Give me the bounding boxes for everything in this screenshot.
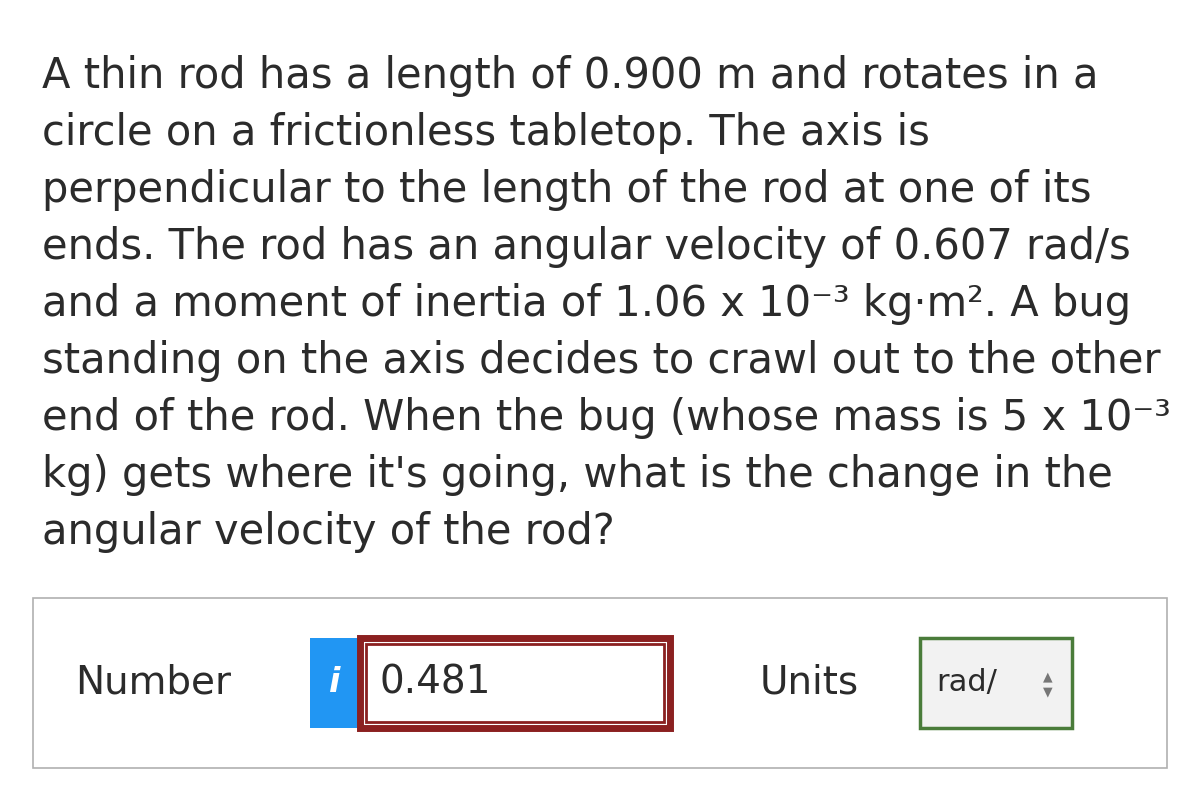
Text: i: i xyxy=(329,666,341,699)
Text: ▲: ▲ xyxy=(1043,670,1052,683)
Text: kg) gets where it's going, what is the change in the: kg) gets where it's going, what is the c… xyxy=(42,454,1112,496)
Text: ends. The rod has an angular velocity of 0.607 rad/s: ends. The rod has an angular velocity of… xyxy=(42,226,1130,268)
Text: Units: Units xyxy=(760,664,859,702)
Bar xyxy=(360,638,670,728)
Bar xyxy=(310,638,360,728)
Bar xyxy=(920,638,1072,728)
Bar xyxy=(366,644,664,722)
Text: perpendicular to the length of the rod at one of its: perpendicular to the length of the rod a… xyxy=(42,169,1092,211)
Text: A thin rod has a length of 0.900 m and rotates in a: A thin rod has a length of 0.900 m and r… xyxy=(42,55,1098,97)
Text: 0.481: 0.481 xyxy=(380,664,492,702)
Text: and a moment of inertia of 1.06 x 10⁻³ kg·m². A bug: and a moment of inertia of 1.06 x 10⁻³ k… xyxy=(42,283,1132,325)
Text: rad/: rad/ xyxy=(936,669,997,698)
Text: ▼: ▼ xyxy=(1043,686,1052,698)
Text: angular velocity of the rod?: angular velocity of the rod? xyxy=(42,511,614,553)
Text: circle on a frictionless tabletop. The axis is: circle on a frictionless tabletop. The a… xyxy=(42,112,930,154)
Bar xyxy=(34,598,1166,768)
Text: end of the rod. When the bug (whose mass is 5 x 10⁻³: end of the rod. When the bug (whose mass… xyxy=(42,397,1171,439)
Text: standing on the axis decides to crawl out to the other: standing on the axis decides to crawl ou… xyxy=(42,340,1160,382)
Text: Number: Number xyxy=(74,664,230,702)
